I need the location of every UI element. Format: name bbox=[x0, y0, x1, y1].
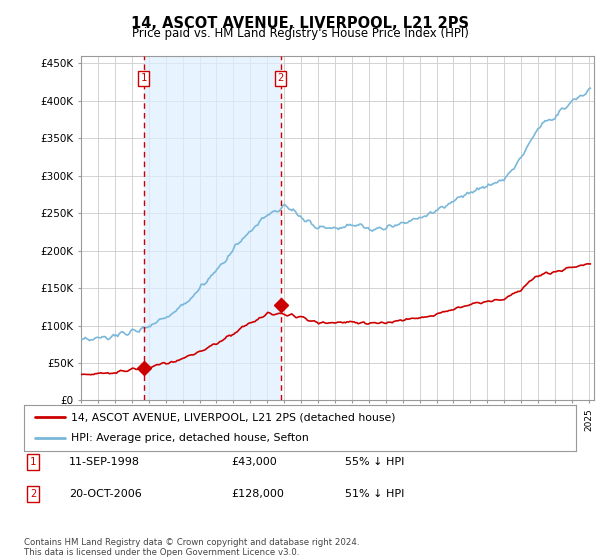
Text: 11-SEP-1998: 11-SEP-1998 bbox=[69, 457, 140, 467]
Text: 1: 1 bbox=[140, 73, 147, 83]
Text: HPI: Average price, detached house, Sefton: HPI: Average price, detached house, Seft… bbox=[71, 433, 308, 444]
Bar bbox=[143, 56, 281, 400]
Text: 2: 2 bbox=[277, 73, 284, 83]
Text: 2: 2 bbox=[30, 489, 36, 499]
Text: 20-OCT-2006: 20-OCT-2006 bbox=[69, 489, 142, 499]
Text: 1: 1 bbox=[30, 457, 36, 467]
Text: 51% ↓ HPI: 51% ↓ HPI bbox=[345, 489, 404, 499]
Text: Contains HM Land Registry data © Crown copyright and database right 2024.
This d: Contains HM Land Registry data © Crown c… bbox=[24, 538, 359, 557]
Text: 55% ↓ HPI: 55% ↓ HPI bbox=[345, 457, 404, 467]
Text: 14, ASCOT AVENUE, LIVERPOOL, L21 2PS (detached house): 14, ASCOT AVENUE, LIVERPOOL, L21 2PS (de… bbox=[71, 412, 395, 422]
Text: £128,000: £128,000 bbox=[231, 489, 284, 499]
Text: 14, ASCOT AVENUE, LIVERPOOL, L21 2PS: 14, ASCOT AVENUE, LIVERPOOL, L21 2PS bbox=[131, 16, 469, 31]
Text: Price paid vs. HM Land Registry's House Price Index (HPI): Price paid vs. HM Land Registry's House … bbox=[131, 27, 469, 40]
Text: £43,000: £43,000 bbox=[231, 457, 277, 467]
